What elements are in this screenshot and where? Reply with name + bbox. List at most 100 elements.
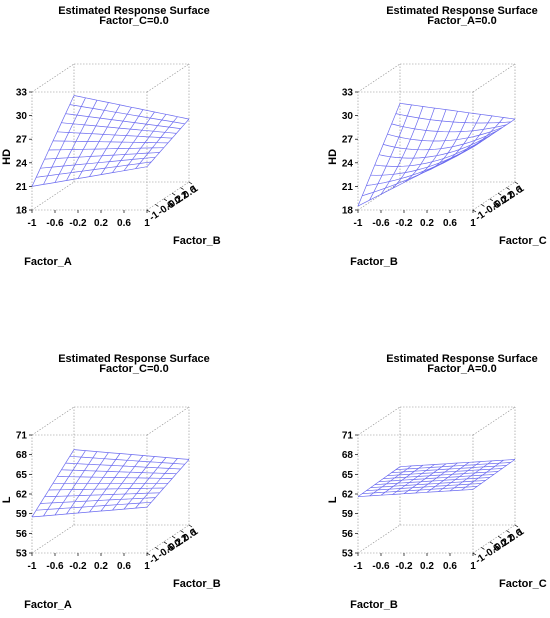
z-tick-label: 53 xyxy=(16,549,28,560)
mesh-line xyxy=(395,113,511,124)
z-tick-label: 30 xyxy=(16,111,28,122)
z-tick-label: 56 xyxy=(342,529,354,540)
chart-title: Estimated Response Surface xyxy=(386,5,538,17)
mesh-line xyxy=(61,122,177,134)
z-tick-label: 21 xyxy=(16,182,28,193)
z-tick-label: 71 xyxy=(16,431,28,442)
z-tick-label: 68 xyxy=(342,450,354,461)
mesh-line xyxy=(57,476,173,479)
z-tick-label: 27 xyxy=(16,135,28,146)
y-axis-label: Factor_B xyxy=(173,578,221,590)
x-tick-label: 1 xyxy=(144,218,150,229)
mesh-line xyxy=(100,109,144,175)
x-tick-label: -0.2 xyxy=(69,218,87,229)
x-tick-label: -1 xyxy=(354,561,363,572)
y-axis-label: Factor_C xyxy=(499,235,547,247)
mesh-line xyxy=(112,111,155,173)
x-tick-label: 1 xyxy=(144,561,150,572)
x-tick-label: 0.2 xyxy=(94,218,108,229)
mesh-line xyxy=(357,466,401,497)
mesh-line xyxy=(387,127,503,142)
z-axis-label: HD xyxy=(1,149,13,165)
chart-title: Estimated Response Surface xyxy=(58,5,210,17)
mesh-line xyxy=(399,102,516,120)
z-tick-label: 59 xyxy=(342,509,354,520)
chart-title: Estimated Response Surface xyxy=(58,353,210,365)
z-tick-label: 65 xyxy=(342,470,354,481)
mesh-line xyxy=(461,459,504,491)
x-tick-label: 1 xyxy=(470,218,476,229)
mesh-line xyxy=(472,118,516,148)
plot-box xyxy=(357,406,516,554)
mesh-line xyxy=(426,462,470,493)
mesh-line xyxy=(61,469,177,475)
y-axis-label: Factor_C xyxy=(499,578,547,590)
mesh-line xyxy=(391,465,507,473)
mesh-line xyxy=(472,459,516,490)
z-tick-label: 18 xyxy=(342,206,354,217)
chart-subtitle: Factor_C=0.0 xyxy=(99,363,168,375)
z-tick-label: 21 xyxy=(342,182,354,193)
mesh-line xyxy=(69,104,185,125)
y-tick-labels: -1-0.6-0.20.20.61 xyxy=(472,524,527,566)
mesh-line xyxy=(123,457,167,510)
mesh-line xyxy=(69,455,185,465)
x-tick-label: 0.2 xyxy=(420,218,434,229)
z-tick-label: 24 xyxy=(342,158,354,169)
x-tick-label: -0.6 xyxy=(372,561,390,572)
x-tick-label: 0.2 xyxy=(420,561,434,572)
mesh-line xyxy=(89,107,132,177)
z-tick-labels: 53 56 59 62 65 68 71 xyxy=(16,431,32,560)
surface-mesh xyxy=(31,449,190,518)
z-tick-label: 65 xyxy=(16,470,28,481)
mesh-line xyxy=(395,462,511,471)
mesh-line xyxy=(135,458,178,509)
mesh-line xyxy=(380,106,424,195)
mesh-line xyxy=(100,455,144,512)
x-tick-label: 1 xyxy=(470,561,476,572)
z-tick-labels: 53 56 59 62 65 68 71 xyxy=(342,431,358,560)
z-axis-label: HD xyxy=(327,149,339,165)
mesh-line xyxy=(461,117,504,154)
z-tick-label: 62 xyxy=(16,490,28,501)
mesh-line xyxy=(378,132,495,159)
mesh-line xyxy=(65,113,181,129)
x-tick-label: -0.6 xyxy=(46,561,64,572)
x-tick-labels: -1 -0.6 -0.2 0.2 0.6 1 xyxy=(28,210,150,229)
x-axis-label: Factor_A xyxy=(24,256,72,268)
x-tick-label: -1 xyxy=(354,218,363,229)
mesh-line xyxy=(135,116,178,169)
z-tick-label: 53 xyxy=(342,549,354,560)
x-tick-label: 0.2 xyxy=(94,561,108,572)
plot-box xyxy=(357,63,516,211)
y-tick-label: 1 xyxy=(516,183,527,195)
x-tick-label: -0.2 xyxy=(395,561,413,572)
z-tick-label: 56 xyxy=(16,529,28,540)
y-tick-labels: -1-0.6-0.20.20.61 xyxy=(146,181,201,223)
x-axis-label: Factor_A xyxy=(24,599,72,611)
x-tick-label: -1 xyxy=(28,561,37,572)
mesh-line xyxy=(123,114,167,171)
mesh-line xyxy=(392,107,435,189)
mesh-line xyxy=(415,111,458,177)
mesh-line xyxy=(383,471,499,479)
z-tick-label: 30 xyxy=(342,111,354,122)
x-tick-label: -0.6 xyxy=(372,218,390,229)
x-tick-labels: -1 -0.6 -0.2 0.2 0.6 1 xyxy=(354,553,476,572)
chart-subtitle: Factor_C=0.0 xyxy=(99,15,168,27)
y-tick-label: 1 xyxy=(516,526,527,538)
y-tick-label: 1 xyxy=(190,183,201,195)
mesh-line xyxy=(438,114,481,166)
x-tick-label: -1 xyxy=(28,218,37,229)
chart-title: Estimated Response Surface xyxy=(386,353,538,365)
y-tick-labels: -1-0.6-0.20.20.61 xyxy=(146,524,201,566)
z-tick-label: 68 xyxy=(16,450,28,461)
x-axis-label: Factor_B xyxy=(350,599,398,611)
mesh-line xyxy=(391,123,507,133)
mesh-line xyxy=(89,454,132,513)
mesh-line xyxy=(383,129,499,151)
